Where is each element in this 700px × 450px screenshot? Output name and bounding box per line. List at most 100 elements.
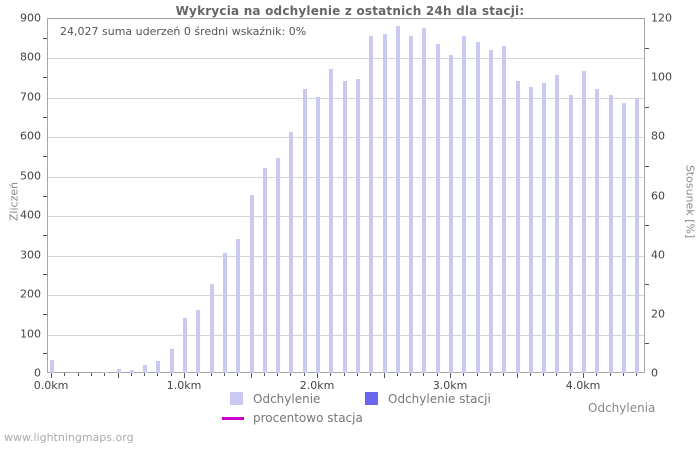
x-tick <box>610 373 611 376</box>
y-tick-label-left: 600 <box>20 129 41 143</box>
bar <box>170 349 174 373</box>
y-axis-label-left: Zliczeń <box>7 181 21 222</box>
x-tick <box>410 373 411 376</box>
y-minor-tick-left <box>43 353 47 355</box>
y-minor-tick-left <box>43 234 47 236</box>
y-tick-label-left: 0 <box>34 366 41 380</box>
x-tick <box>51 373 52 378</box>
bar <box>343 81 347 373</box>
bar <box>476 42 480 373</box>
bar <box>316 97 320 373</box>
odchylenie-swatch <box>230 392 243 405</box>
y-tick-label-right: 0 <box>651 366 658 380</box>
x-tick <box>91 373 92 376</box>
x-tick <box>556 373 557 376</box>
y-minor-tick-right <box>645 343 649 345</box>
average-indicator-stat: średni wskaźnik: 0% <box>194 25 307 38</box>
x-axis-label: Odchylenia <box>588 401 656 415</box>
x-tick <box>503 373 504 376</box>
bar <box>502 46 506 373</box>
x-tick <box>251 373 252 378</box>
bar <box>422 28 426 373</box>
bar <box>303 89 307 373</box>
legend: Odchylenie Odchylenie stacji procentowo … <box>0 389 700 429</box>
y-tick-label-left: 800 <box>20 50 41 64</box>
x-tick <box>623 373 624 376</box>
y-tick-label-right: 40 <box>651 248 665 262</box>
bar <box>396 26 400 373</box>
x-tick <box>384 373 385 378</box>
y-minor-tick-left <box>43 313 47 315</box>
y-tick-label-left: 700 <box>20 90 41 104</box>
watermark-text: www.lightningmaps.org <box>4 431 134 444</box>
y-minor-tick-right <box>645 284 649 286</box>
bar <box>143 365 147 373</box>
y-tick-label-right: 80 <box>651 129 665 143</box>
x-tick <box>317 373 318 378</box>
y-minor-tick-left <box>43 77 47 79</box>
x-tick <box>530 373 531 376</box>
bar <box>356 79 360 373</box>
plot-area <box>47 18 645 373</box>
bar <box>516 81 520 373</box>
x-tick <box>144 373 145 376</box>
bar <box>609 95 613 373</box>
x-tick <box>264 373 265 376</box>
bar <box>489 50 493 373</box>
x-tick-label: 0.0km <box>33 379 69 392</box>
bar <box>183 318 187 373</box>
y-minor-tick-left <box>43 116 47 118</box>
bar <box>622 103 626 373</box>
bar <box>236 239 240 373</box>
y-tick-label-right: 60 <box>651 189 665 202</box>
x-tick <box>463 373 464 376</box>
bar <box>289 132 293 373</box>
bar <box>276 158 280 373</box>
bar <box>582 71 586 373</box>
bar <box>130 370 134 373</box>
x-tick <box>490 373 491 376</box>
x-tick <box>477 373 478 376</box>
y-tick-label-right: 120 <box>651 11 672 25</box>
legend-label: Odchylenie <box>253 392 321 406</box>
x-tick <box>357 373 358 376</box>
bar <box>369 36 373 373</box>
station-value-stat: 0 <box>183 25 191 38</box>
bar <box>117 369 121 373</box>
x-tick <box>157 373 158 376</box>
y-tick-label-left: 400 <box>20 208 41 222</box>
bar <box>462 36 466 373</box>
bar <box>263 168 267 373</box>
x-tick <box>583 373 584 378</box>
bar <box>329 69 333 373</box>
x-tick <box>277 373 278 376</box>
bar <box>555 75 559 373</box>
y-tick-label-left: 900 <box>20 11 41 25</box>
y-minor-tick-left <box>43 195 47 197</box>
x-tick <box>224 373 225 376</box>
x-tick <box>104 373 105 376</box>
x-tick <box>131 373 132 376</box>
y-minor-tick-left <box>43 274 47 276</box>
legend-label: Odchylenie stacji <box>388 392 491 406</box>
bar <box>383 34 387 373</box>
sum-of-strikes-stat: 24,027 suma uderzeń <box>60 25 181 38</box>
bar <box>529 87 533 373</box>
x-tick <box>397 373 398 376</box>
x-tick-label: 1.0km <box>166 379 202 392</box>
bar <box>635 99 639 373</box>
x-tick-label: 2.0km <box>299 379 335 392</box>
y-minor-tick-left <box>43 156 47 158</box>
x-tick <box>437 373 438 376</box>
x-tick <box>64 373 65 376</box>
bar <box>569 95 573 373</box>
x-tick <box>370 373 371 376</box>
bar <box>436 44 440 373</box>
gridline <box>48 58 644 60</box>
x-tick <box>211 373 212 376</box>
x-tick <box>118 373 119 378</box>
y-tick-label-left: 300 <box>20 248 41 262</box>
x-tick <box>596 373 597 376</box>
y-minor-tick-left <box>43 37 47 39</box>
